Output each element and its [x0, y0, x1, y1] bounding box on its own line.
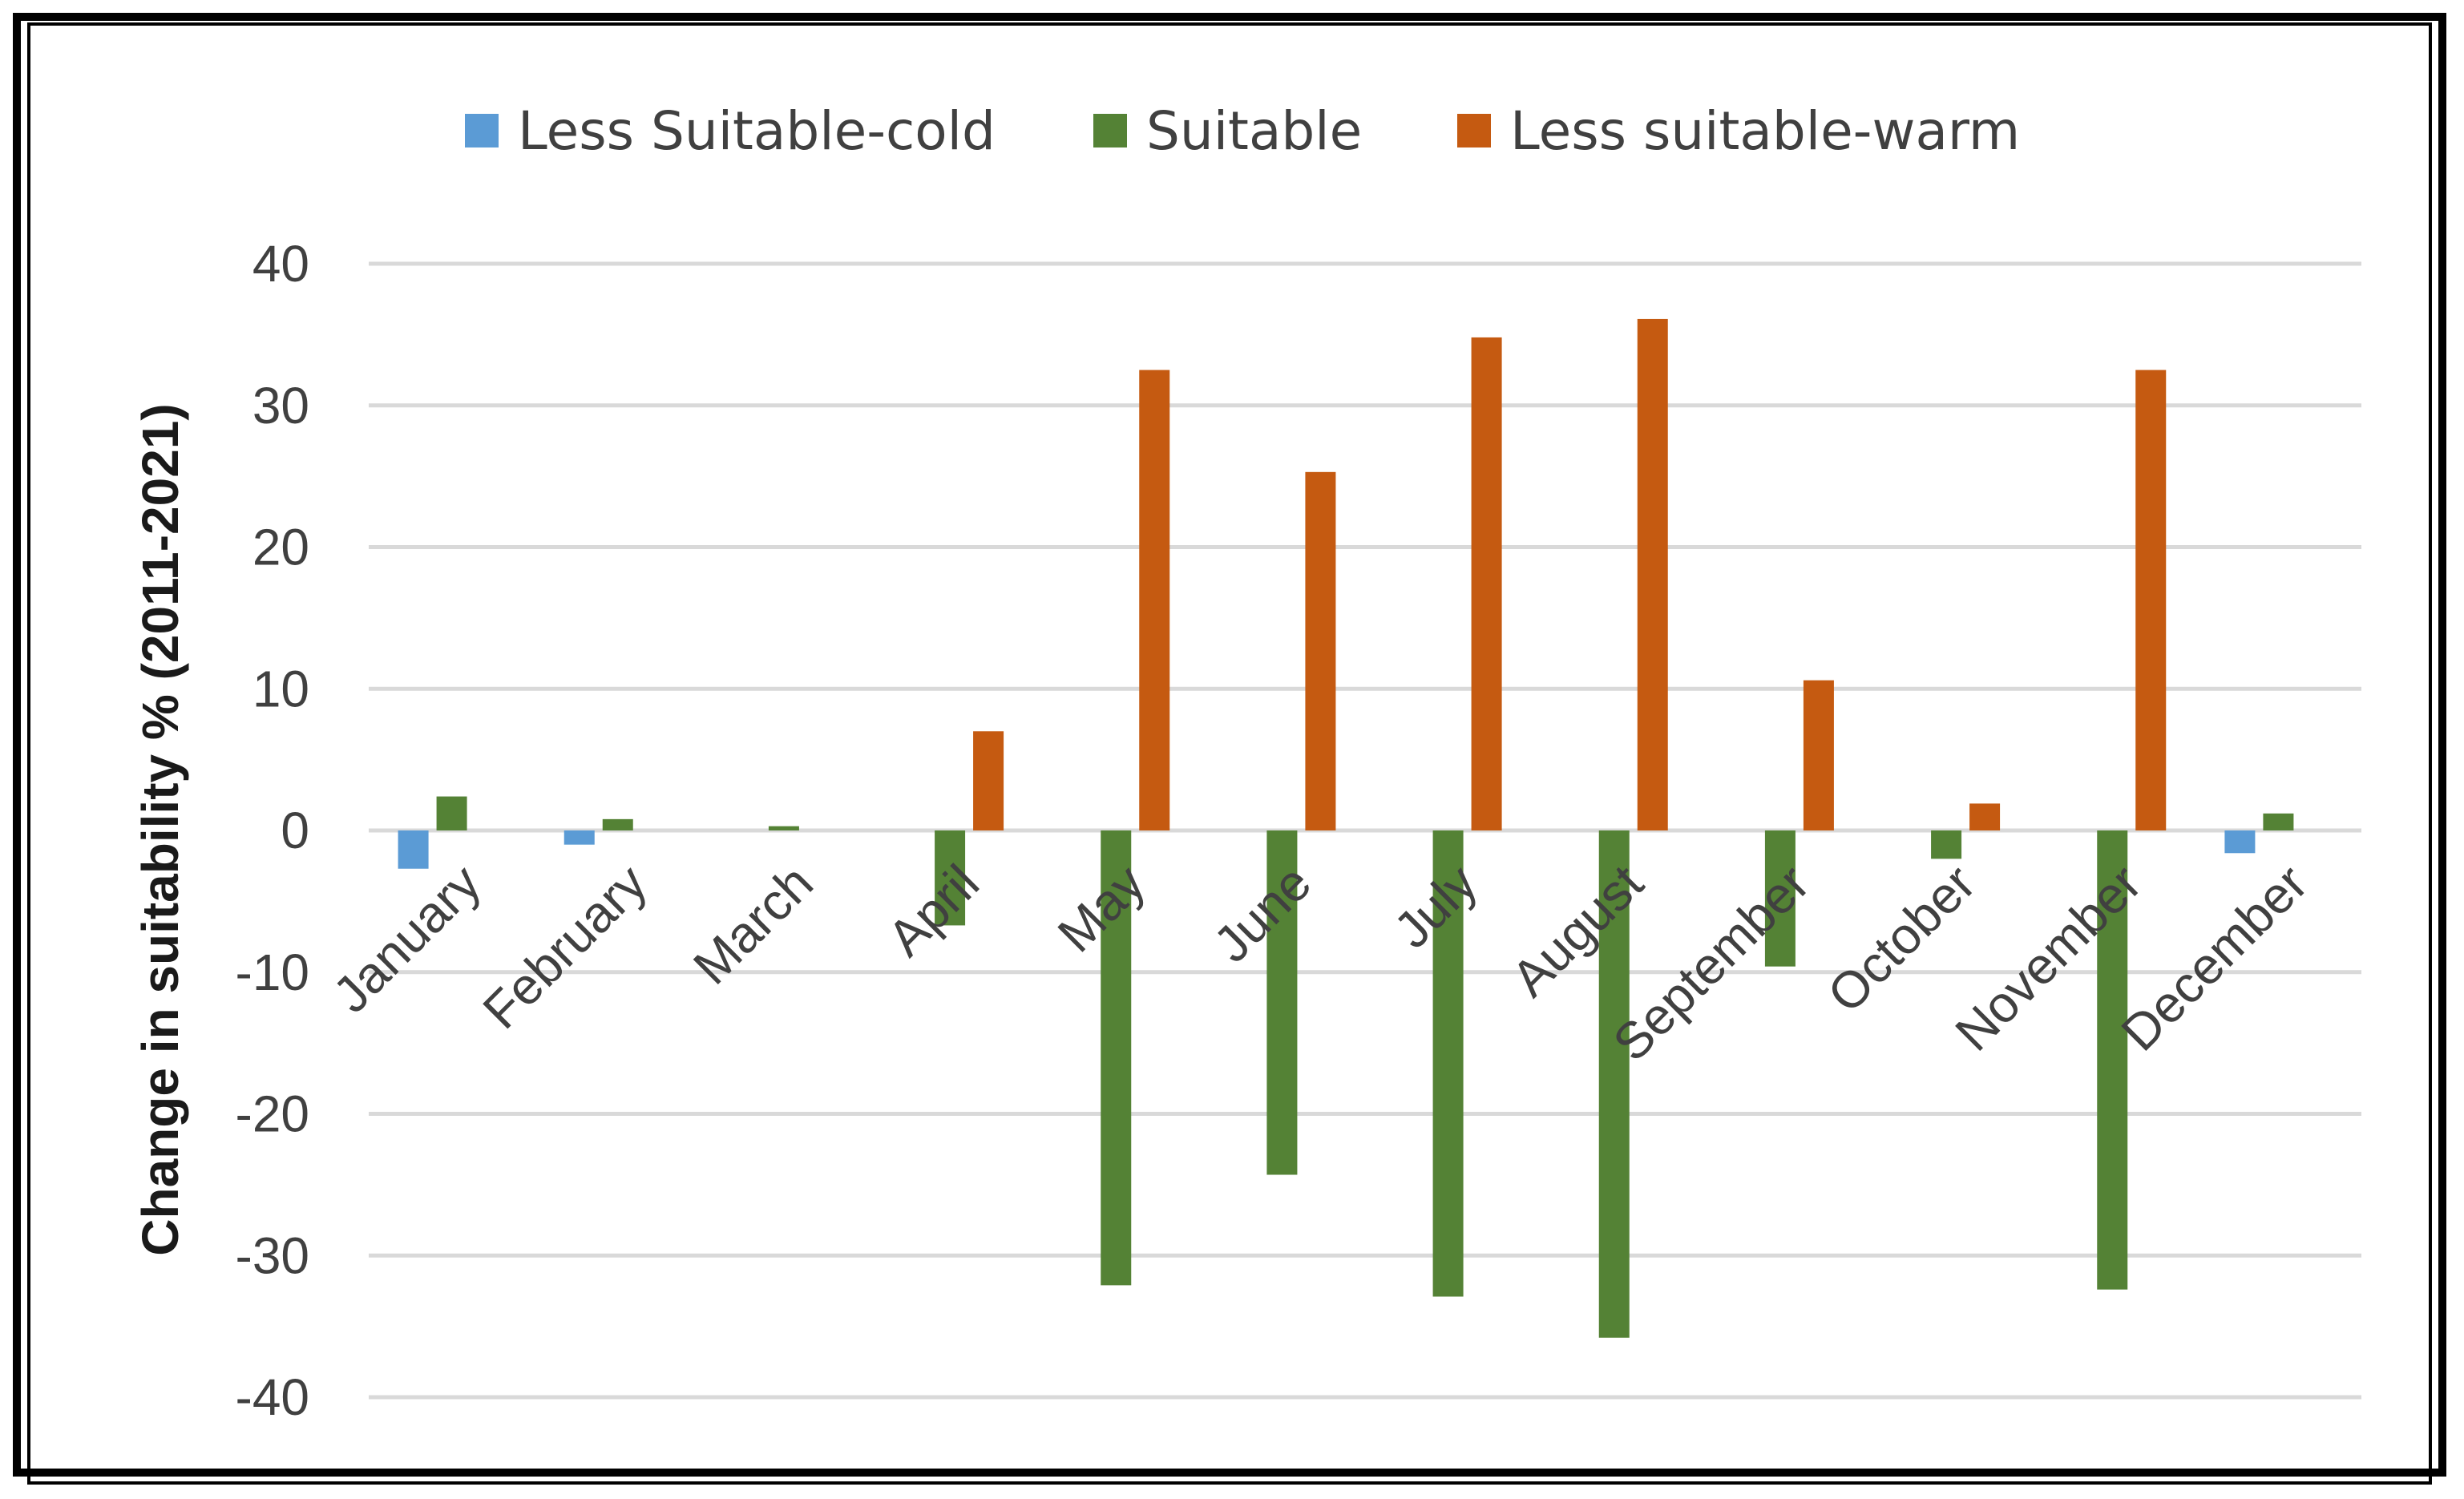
bar-suitable-november — [2097, 830, 2128, 1290]
y-tick-label: 0 — [281, 802, 309, 859]
bar-less-suitable-warm-may — [1139, 370, 1170, 830]
bar-suitable-june — [1266, 830, 1298, 1175]
bar-less-suitable-warm-october — [1969, 803, 2001, 830]
legend-label: Less Suitable-cold — [518, 100, 996, 162]
category-label: January — [322, 854, 492, 1024]
bar-suitable-august — [1598, 830, 1630, 1338]
bar-suitable-april — [935, 830, 966, 926]
bar-suitable-july — [1432, 830, 1464, 1297]
y-tick-label: -20 — [236, 1085, 310, 1143]
category-label: July — [1383, 854, 1488, 959]
bar-less-suitable-cold-december — [2224, 830, 2256, 854]
y-tick-label: -40 — [236, 1368, 310, 1426]
bar-less-suitable-warm-september — [1803, 680, 1834, 830]
category-label: June — [1202, 854, 1322, 973]
legend-label: Suitable — [1146, 100, 1362, 162]
chart-outer-frame — [13, 13, 2446, 1477]
bar-suitable-january — [436, 796, 467, 830]
category-label: October — [1816, 854, 1986, 1024]
y-tick-label: 10 — [252, 660, 309, 717]
category-label: May — [1047, 854, 1156, 963]
y-axis-title: Change in suitability % (2011-2021) — [131, 403, 189, 1255]
bar-suitable-october — [1931, 830, 1962, 859]
bar-suitable-september — [1764, 830, 1795, 967]
legend-swatch — [1457, 114, 1491, 147]
bar-less-suitable-warm-july — [1471, 337, 1502, 830]
chart-inner-frame — [27, 22, 2432, 1485]
y-tick-label: -30 — [236, 1226, 310, 1284]
gridlines — [369, 261, 2361, 1400]
bar-less-suitable-warm-august — [1637, 318, 1668, 830]
y-axis-ticks: 40 30 20 10 0 -10 -20 -30 -40 — [236, 235, 310, 1426]
bar-less-suitable-cold-january — [398, 830, 429, 869]
y-tick-label: -10 — [236, 943, 310, 1001]
legend: Less Suitable-cold Suitable Less suitable-… — [465, 100, 2020, 162]
bar-less-suitable-warm-april — [973, 731, 1004, 830]
bar-less-suitable-warm-june — [1305, 471, 1336, 830]
legend-swatch — [465, 114, 499, 147]
category-label: February — [472, 854, 658, 1040]
y-tick-label: 40 — [252, 235, 309, 293]
y-tick-label: 30 — [252, 377, 309, 434]
category-label: August — [1501, 854, 1654, 1008]
bar-less-suitable-cold-february — [563, 830, 595, 845]
legend-swatch — [1093, 114, 1127, 147]
bar-suitable-december — [2263, 813, 2294, 830]
legend-label: Less suitable-warm — [1510, 100, 2020, 162]
bars — [398, 318, 2294, 1338]
bar-suitable-may — [1101, 830, 1132, 1286]
y-tick-label: 20 — [252, 519, 309, 576]
bar-less-suitable-warm-november — [2135, 370, 2167, 830]
category-label: April — [877, 854, 990, 967]
bar-suitable-march — [768, 826, 799, 830]
bar-suitable-february — [602, 818, 633, 830]
